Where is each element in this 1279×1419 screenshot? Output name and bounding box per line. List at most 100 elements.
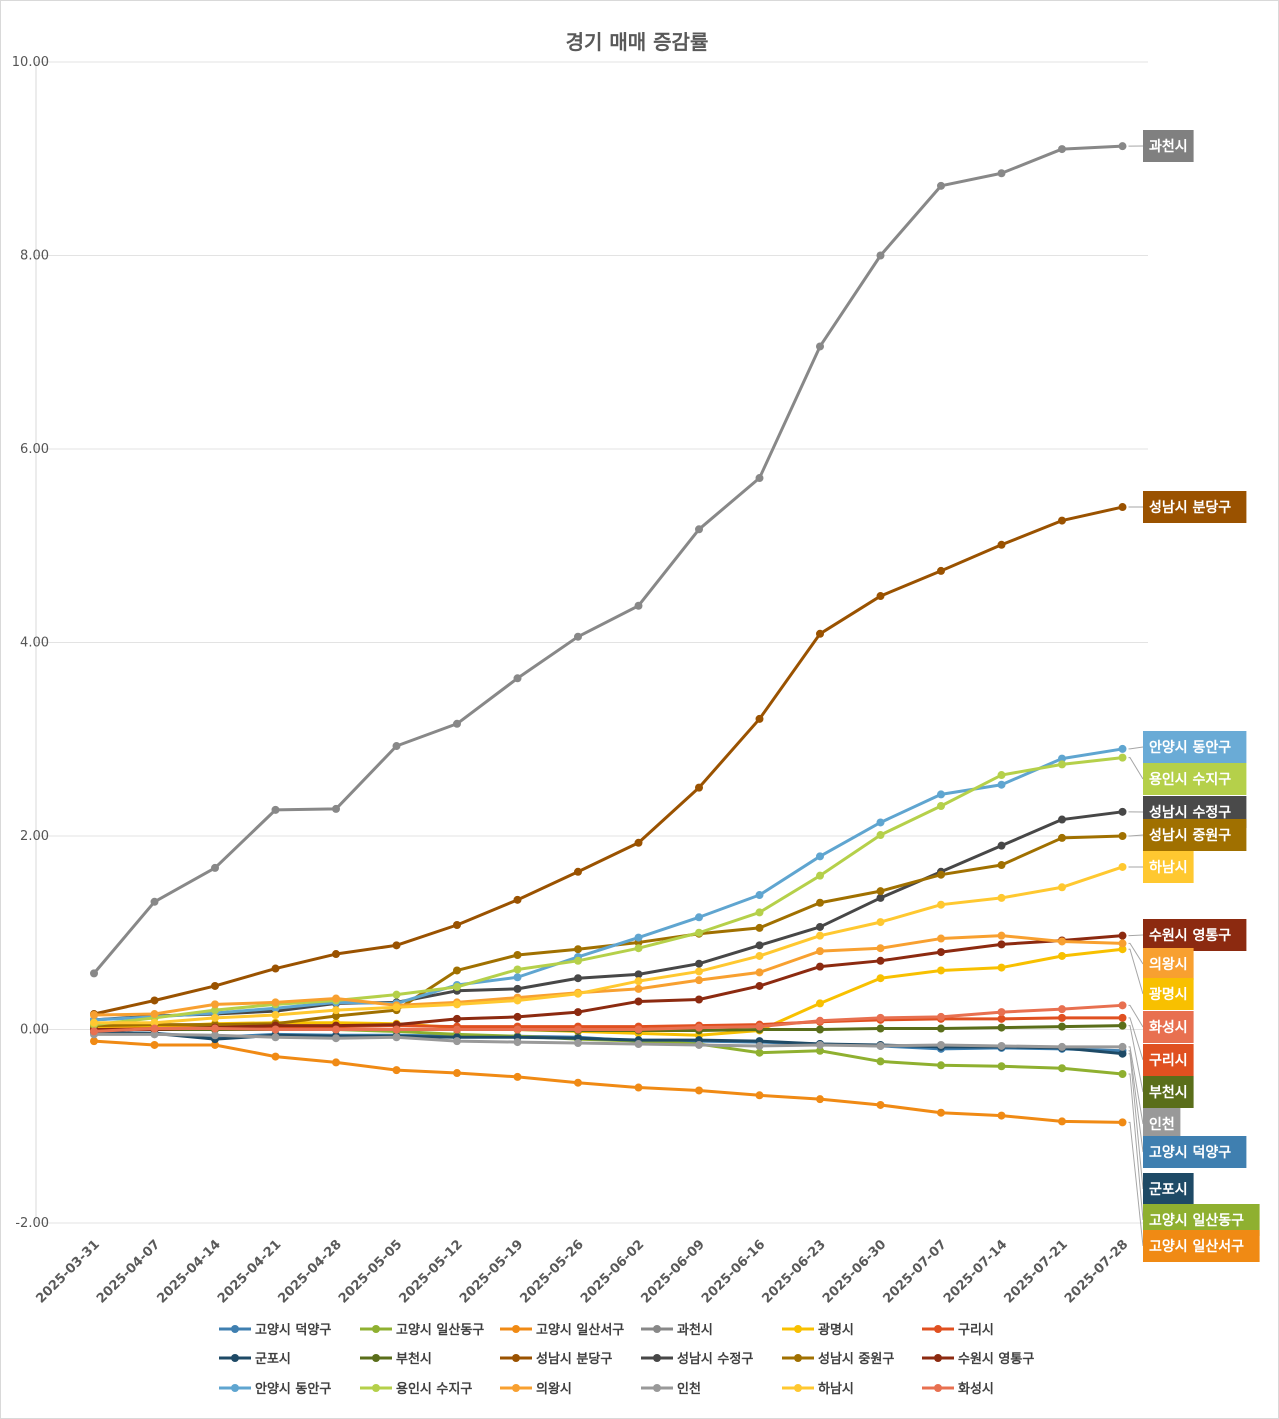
data-point bbox=[332, 994, 340, 1003]
data-point bbox=[150, 1040, 159, 1049]
legend-item: 성남시 중원구 bbox=[782, 1351, 894, 1367]
series-path bbox=[93, 934, 1123, 1017]
data-point bbox=[755, 1022, 764, 1031]
legend-swatch-marker bbox=[934, 1384, 942, 1392]
data-point bbox=[816, 629, 824, 638]
data-point bbox=[876, 1013, 885, 1022]
legend-item: 군포시 bbox=[219, 1352, 291, 1367]
data-point bbox=[937, 870, 945, 879]
legend-item: 광명시 bbox=[782, 1322, 854, 1338]
data-point bbox=[453, 966, 461, 975]
data-point bbox=[876, 1057, 885, 1066]
data-point bbox=[392, 1033, 401, 1042]
end-label: 인천 bbox=[1128, 1046, 1181, 1140]
data-point bbox=[876, 956, 885, 965]
data-point bbox=[211, 981, 219, 990]
legend-label: 용인시 수지구 bbox=[396, 1381, 472, 1397]
data-point bbox=[211, 1000, 219, 1009]
leader-line bbox=[1128, 1073, 1144, 1221]
end-label-box bbox=[1143, 948, 1194, 980]
legend-label: 구리시 bbox=[958, 1322, 994, 1338]
data-point bbox=[574, 956, 582, 965]
legend-item: 구리시 bbox=[922, 1322, 994, 1338]
legend-swatch-marker bbox=[372, 1354, 380, 1362]
data-point bbox=[937, 181, 945, 190]
data-point bbox=[876, 818, 885, 827]
data-point bbox=[816, 342, 824, 351]
data-point bbox=[634, 997, 643, 1006]
data-point bbox=[997, 780, 1006, 789]
series-line bbox=[90, 1001, 1127, 1036]
end-label-text: 화성시 bbox=[1149, 1020, 1188, 1036]
data-point bbox=[876, 251, 885, 260]
data-point bbox=[755, 891, 764, 900]
end-label-box bbox=[1143, 1076, 1194, 1108]
data-point bbox=[997, 963, 1006, 972]
legend-label: 성남시 중원구 bbox=[818, 1351, 894, 1367]
legend-label: 성남시 분당구 bbox=[536, 1351, 612, 1367]
data-point bbox=[937, 802, 945, 811]
data-point bbox=[997, 841, 1006, 850]
data-point bbox=[574, 974, 582, 983]
y-tick-label: 10.00 bbox=[12, 55, 49, 70]
data-point bbox=[1118, 862, 1127, 871]
data-point bbox=[1058, 1005, 1066, 1014]
series-line bbox=[90, 1037, 1127, 1127]
leader-line bbox=[1128, 757, 1144, 780]
end-label: 군포시 bbox=[1128, 1053, 1194, 1205]
data-point bbox=[1118, 1118, 1127, 1127]
data-point bbox=[876, 1024, 885, 1033]
y-tick-label: 8.00 bbox=[20, 249, 49, 264]
legend-swatch-marker bbox=[231, 1354, 239, 1362]
data-point bbox=[937, 1024, 945, 1033]
data-point bbox=[876, 944, 885, 953]
data-point bbox=[816, 999, 824, 1008]
data-point bbox=[816, 898, 824, 907]
data-point bbox=[755, 714, 764, 723]
data-point bbox=[634, 984, 643, 993]
data-point bbox=[937, 948, 945, 957]
legend-swatch-marker bbox=[372, 1384, 380, 1392]
end-label-text: 고양시 덕양구 bbox=[1149, 1144, 1231, 1161]
series-path bbox=[94, 1032, 1123, 1049]
series-line bbox=[90, 142, 1127, 978]
data-point bbox=[997, 1023, 1006, 1032]
data-point bbox=[695, 995, 703, 1004]
data-point bbox=[816, 1095, 824, 1104]
data-point bbox=[1058, 815, 1066, 824]
data-point bbox=[997, 1014, 1006, 1023]
data-point bbox=[816, 1040, 824, 1049]
data-point bbox=[271, 998, 280, 1007]
data-point bbox=[150, 996, 159, 1005]
series-lines bbox=[90, 142, 1127, 1127]
legend-label: 수원시 영통구 bbox=[958, 1352, 1034, 1367]
data-point bbox=[937, 1012, 945, 1021]
end-label-box bbox=[1143, 819, 1247, 851]
leader-line bbox=[1128, 746, 1144, 750]
data-point bbox=[392, 1066, 401, 1075]
legend-item: 고양시 일산서구 bbox=[500, 1322, 624, 1338]
data-point bbox=[150, 1018, 159, 1027]
end-label: 의왕시 bbox=[1128, 942, 1194, 980]
data-point bbox=[695, 1086, 703, 1095]
data-point bbox=[695, 928, 703, 937]
legend-swatch-marker bbox=[794, 1354, 802, 1362]
data-point bbox=[997, 893, 1006, 902]
y-tick-label: 0.00 bbox=[20, 1023, 49, 1038]
legend-swatch-marker bbox=[512, 1325, 520, 1333]
data-point bbox=[90, 1018, 98, 1027]
data-point bbox=[574, 1078, 582, 1087]
data-point bbox=[997, 1062, 1006, 1071]
data-point bbox=[1058, 1022, 1066, 1031]
data-point bbox=[695, 959, 703, 968]
data-point bbox=[90, 1027, 98, 1036]
legend-item: 고양시 일산동구 bbox=[360, 1322, 484, 1338]
data-point bbox=[816, 1025, 824, 1034]
data-point bbox=[574, 632, 582, 641]
data-point bbox=[634, 933, 643, 942]
legend-item: 화성시 bbox=[922, 1381, 994, 1397]
y-axis-ticks: 10.00 8.00 6.00 4.00 2.00 0.00 -2.00 bbox=[12, 55, 49, 1231]
data-point bbox=[695, 1040, 703, 1049]
data-point bbox=[876, 893, 885, 902]
